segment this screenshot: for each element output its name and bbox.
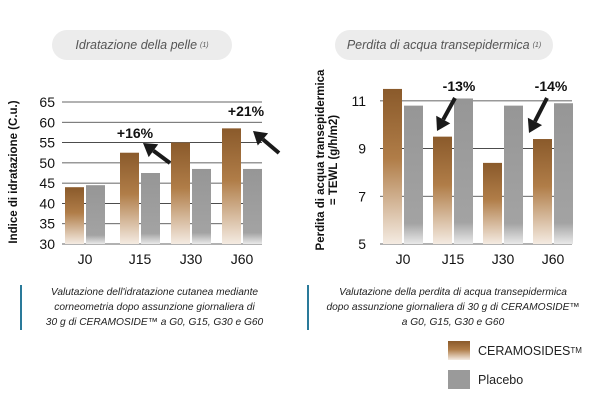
bar-ceramosides: [171, 142, 190, 244]
bar-placebo: [504, 105, 523, 244]
y-tick-label: 11: [351, 93, 366, 109]
x-tick-label: J60: [231, 251, 254, 267]
y-axis-label: Indice di idratazione (C.u.): [8, 100, 20, 243]
caption-left-line: corneometria dopo assunzione giornaliera…: [54, 302, 255, 313]
bar-ceramosides: [533, 139, 552, 244]
chart2-title: Perdita di acqua transepidermica: [346, 38, 530, 52]
x-tick-label: J0: [396, 251, 411, 267]
caption-right: Valutazione della perdita di acqua trans…: [307, 285, 597, 330]
bar-ceramosides: [120, 152, 139, 244]
bar-ceramosides: [222, 128, 241, 244]
caption-right-line: dopo assunzione giornaliera di 30 g di C…: [326, 302, 580, 313]
y-tick-label: 60: [39, 114, 55, 130]
legend-trademark: TM: [570, 346, 582, 355]
legend-item-ceramosides: CERAMOSIDES TM: [448, 341, 582, 360]
chart1-title-note: (1): [200, 41, 209, 49]
bar-placebo: [86, 185, 105, 244]
x-tick-label: J30: [492, 251, 515, 267]
bar-ceramosides: [433, 136, 452, 244]
legend-swatch-placebo: [448, 370, 470, 389]
y-axis-label: Perdita di acqua transepidermica: [315, 69, 327, 250]
bar-placebo: [243, 168, 262, 244]
legend-label-ceramosides: CERAMOSIDES: [478, 343, 571, 358]
legend-swatch-ceramosides: [448, 341, 470, 360]
annotation-label: +16%: [117, 125, 154, 141]
bar-placebo: [454, 98, 473, 244]
annotation-arrow: [253, 131, 281, 155]
annotation-arrow: [527, 97, 549, 133]
chart2-title-note: (1): [532, 41, 542, 49]
caption-left-line: Valutazione dell'idratazione cutanea med…: [50, 287, 259, 298]
annotation-label: -13%: [443, 78, 476, 94]
legend-item-placebo: Placebo: [448, 370, 523, 389]
annotation-label: -14%: [535, 78, 568, 94]
bar-placebo: [141, 173, 160, 244]
y-tick-label: 65: [39, 94, 55, 110]
caption-right-line: a G0, G15, G30 e G60: [401, 317, 505, 328]
bar-placebo: [192, 168, 211, 244]
bar-ceramosides: [483, 162, 502, 244]
annotation-arrow: [436, 97, 457, 131]
y-axis-label: = TEWL (g/h/m2): [328, 115, 340, 205]
annotation-arrow: [143, 143, 172, 165]
y-tick-label: 40: [39, 195, 55, 211]
caption-right-line: Valutazione della perdita di acqua trans…: [339, 287, 567, 298]
legend-label-placebo: Placebo: [478, 372, 524, 387]
bar-placebo: [404, 105, 423, 244]
x-tick-label: J0: [78, 251, 93, 267]
chart1-title: Idratazione della pelle: [75, 38, 198, 52]
chart1-title-pill: Idratazione della pelle (1): [52, 30, 232, 60]
annotation-label: +21%: [228, 103, 265, 119]
y-tick-label: 55: [39, 135, 55, 151]
y-tick-label: 50: [39, 155, 55, 171]
y-tick-label: 45: [39, 175, 55, 191]
bar-placebo: [554, 103, 573, 244]
x-tick-label: J30: [180, 251, 203, 267]
x-tick-label: J15: [129, 251, 152, 267]
y-tick-label: 9: [358, 141, 366, 157]
x-tick-label: J60: [542, 251, 565, 267]
y-tick-label: 7: [358, 188, 366, 204]
caption-left: Valutazione dell'idratazione cutanea med…: [20, 285, 287, 330]
y-tick-label: 35: [39, 216, 55, 232]
caption-left-line: 30 g di CERAMOSIDE™ a G0, G15, G30 e G60: [45, 317, 264, 328]
y-tick-label: 5: [358, 236, 366, 252]
tewl-chart: 5 7 9 11 Perdita di acqua transepidermica = T…: [315, 69, 573, 267]
bar-ceramosides: [65, 187, 84, 244]
hydration-chart: 30 35 40 45 50 55 60 65 Indice di idratazione (C…: [8, 94, 281, 267]
y-tick-label: 30: [39, 236, 55, 252]
x-tick-label: J15: [442, 251, 465, 267]
chart2-title-pill: Perdita di acqua transepidermica (1): [335, 30, 553, 60]
bar-ceramosides: [383, 88, 402, 244]
